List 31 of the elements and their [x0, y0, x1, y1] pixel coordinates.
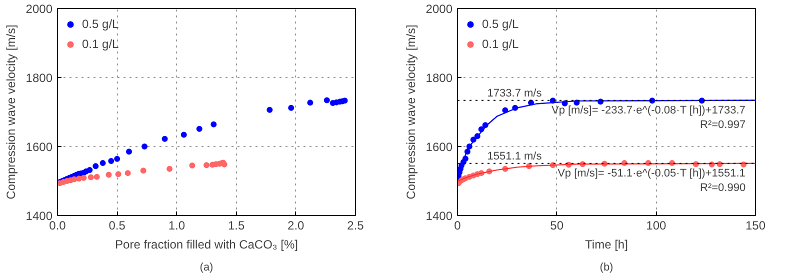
legend-label: 0.5 g/L [482, 17, 519, 31]
y-tick-label: 1800 [26, 71, 53, 85]
x-tick-label: 150 [745, 218, 766, 232]
annotation: Vp [m/s]= -51.1·e^(-0.05·T [h])+1551.1 R²=0.990 [558, 167, 746, 194]
y-tick-label: 2000 [26, 2, 53, 16]
x-tick-label: 50 [550, 218, 564, 232]
x-tick-label: 2.5 [347, 218, 364, 232]
x-axis-title: Pore fraction filled with CaCO₃ [%] [115, 238, 298, 252]
text: (a) [200, 262, 214, 274]
x-tick-label: 1.0 [168, 218, 186, 232]
y-axis-title: Compression wave velocity [m/s] [4, 24, 18, 200]
y-tick-label: 1800 [426, 71, 453, 85]
y-tick-label: 1600 [26, 140, 53, 154]
legend-label: 0.1 g/L [82, 37, 119, 51]
x-tick-label: 0.5 [108, 218, 126, 232]
legend-label: 0.1 g/L [482, 37, 519, 51]
x-tick-label: 100 [646, 218, 667, 232]
y-tick-label: 2000 [426, 2, 453, 16]
x-axis-title: Time [h] [585, 238, 628, 252]
y-tick-label: 1600 [426, 140, 453, 154]
x-tick-label: 2.0 [288, 218, 305, 232]
x-tick-label: 0 [454, 218, 462, 232]
y-axis-title: Compression wave velocity [m/s] [404, 24, 418, 200]
ref-line-label: 1733.7 m/s [487, 87, 542, 100]
legend-label: 0.5 g/L [82, 17, 119, 31]
ref-line-label: 1551.1 m/s [487, 150, 542, 162]
text: (b) [600, 262, 614, 274]
annotation: Vp [m/s]= -233.7·e^(-0.08·T [h])+1733.7 R²=0.997 [551, 104, 746, 131]
x-tick-label: 0.0 [49, 218, 66, 232]
y-tick-label: 1400 [426, 209, 453, 223]
x-tick-label: 1.5 [228, 218, 245, 232]
